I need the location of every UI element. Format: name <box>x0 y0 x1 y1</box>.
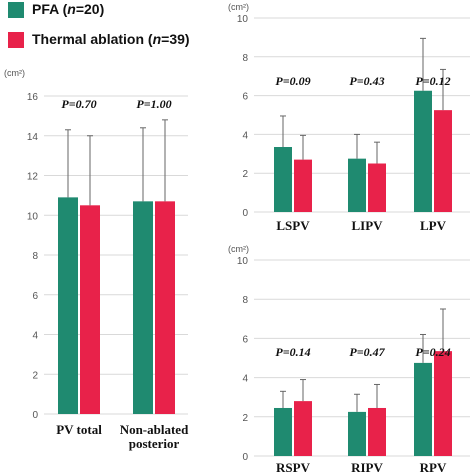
bar-thermal <box>368 163 386 212</box>
y-unit-label: (cm²) <box>4 68 25 78</box>
bar-thermal <box>434 351 452 456</box>
p-value-label: P=1.00 <box>136 97 171 111</box>
y-tick-label: 4 <box>242 374 248 385</box>
category-label: posterior <box>129 436 180 451</box>
bar-pfa <box>348 158 366 212</box>
category-label: PV total <box>56 422 102 437</box>
y-tick-label: 6 <box>242 334 248 345</box>
y-tick-label: 2 <box>242 413 248 424</box>
p-value-label: P=0.09 <box>275 74 310 88</box>
bar-pfa <box>58 197 78 414</box>
category-label: LPV <box>420 218 447 233</box>
y-tick-label: 2 <box>242 169 248 180</box>
y-tick-label: 8 <box>242 53 248 64</box>
p-value-label: P=0.43 <box>349 74 384 88</box>
y-tick-label: 14 <box>27 132 39 143</box>
y-tick-label: 0 <box>32 410 38 421</box>
y-tick-label: 16 <box>27 92 39 103</box>
bar-thermal <box>368 407 386 456</box>
bar-pfa <box>274 407 292 456</box>
chart-panel-2: 0 2 4 6 8 10 (cm²) LSPV P=0.09 LIPV P=0.43 LPV P=0.1… <box>228 2 470 233</box>
y-tick-label: 8 <box>242 295 248 306</box>
bar-pfa <box>414 90 432 212</box>
y-tick-label: 4 <box>242 130 248 141</box>
p-value-label: P=0.14 <box>275 345 310 359</box>
category-label: RIPV <box>351 460 383 474</box>
chart-panel-3: 0 2 4 6 8 10 (cm²) RSPV P=0.14 RIPV P=0.47 RPV P=0.2… <box>228 244 470 474</box>
p-value-label: P=0.12 <box>415 74 450 88</box>
p-value-label: P=0.70 <box>61 97 96 111</box>
y-tick-label: 6 <box>242 92 248 103</box>
y-tick-label: 4 <box>32 331 38 342</box>
y-tick-label: 0 <box>242 208 248 219</box>
category-label: LIPV <box>351 218 383 233</box>
y-tick-label: 10 <box>27 211 39 222</box>
y-tick-label: 6 <box>32 291 38 302</box>
legend-swatch-pfa <box>8 2 24 18</box>
y-tick-label: 8 <box>32 251 38 262</box>
y-tick-label: 10 <box>237 14 249 25</box>
p-value-label: P=0.47 <box>349 345 385 359</box>
bar-thermal <box>294 401 312 456</box>
y-unit-label: (cm²) <box>228 244 249 254</box>
bar-pfa <box>348 411 366 456</box>
category-label: Non-ablated <box>120 422 189 437</box>
bar-pfa <box>133 201 153 414</box>
legend-label-thermal: Thermal ablation (n=39) <box>32 31 190 47</box>
p-value-label: P=0.24 <box>415 345 450 359</box>
bar-thermal <box>80 205 100 414</box>
legend-swatch-thermal <box>8 32 24 48</box>
y-tick-label: 12 <box>27 172 39 183</box>
chart-panel-1: 0 2 4 6 8 10 12 14 16 (cm²) PV total P=0.70 Non-abla… <box>4 68 189 451</box>
category-label: LSPV <box>276 218 310 233</box>
bar-pfa <box>274 147 292 212</box>
bar-thermal <box>155 201 175 414</box>
bar-thermal <box>294 159 312 212</box>
category-label: RSPV <box>276 460 311 474</box>
category-label: RPV <box>420 460 447 474</box>
legend-label-pfa: PFA (n=20) <box>32 1 105 17</box>
y-unit-label: (cm²) <box>228 2 249 12</box>
bar-thermal <box>434 110 452 212</box>
y-tick-label: 0 <box>242 452 248 463</box>
y-tick-label: 2 <box>32 370 38 381</box>
y-tick-label: 10 <box>237 256 249 267</box>
bar-pfa <box>414 362 432 456</box>
